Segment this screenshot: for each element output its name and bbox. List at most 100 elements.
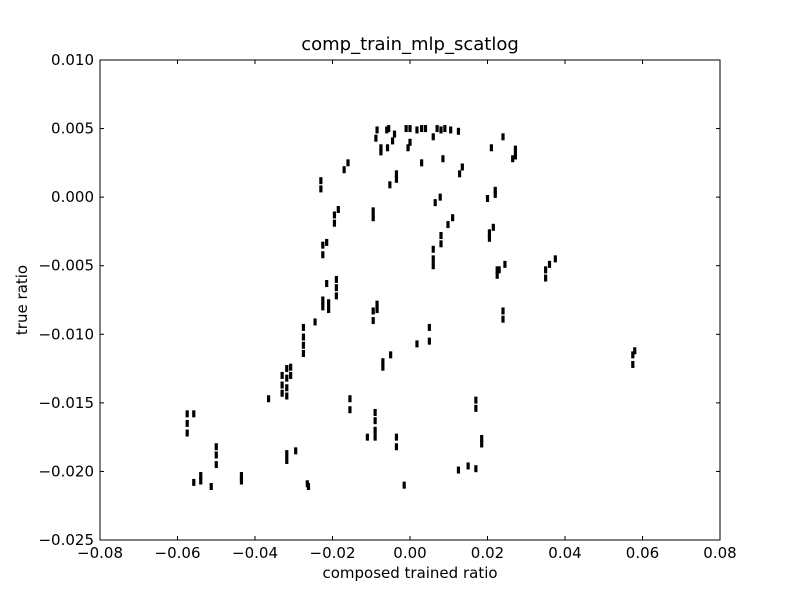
scatter-point	[375, 300, 379, 308]
scatter-point	[199, 477, 203, 485]
scatter-point	[456, 127, 461, 135]
scatter-point	[547, 260, 552, 268]
scatter-point	[460, 163, 464, 171]
scatter-point	[439, 126, 443, 134]
scatter-point	[408, 125, 412, 133]
scatter-point	[389, 351, 393, 359]
scatter-point	[631, 351, 635, 359]
y-axis-label: true ratio	[13, 264, 31, 336]
scatter-point	[489, 144, 493, 152]
scatter-point	[480, 440, 484, 448]
scatter-point	[321, 251, 325, 259]
scatter-point	[185, 410, 189, 418]
scatter-point	[239, 472, 244, 480]
scatter-point	[289, 371, 293, 379]
scatter-point	[491, 223, 495, 231]
scatter-point	[458, 170, 462, 178]
scatter-point	[439, 240, 443, 248]
scatter-point	[375, 306, 379, 314]
scatter-point	[431, 262, 435, 270]
scatter-point	[301, 341, 306, 349]
scatter-point	[375, 126, 379, 134]
scatter-point	[394, 175, 399, 183]
scatter-point	[633, 347, 637, 355]
scatter-point	[332, 219, 337, 227]
scatter-point	[346, 159, 350, 167]
scatter-point	[404, 125, 408, 133]
scatter-point	[280, 389, 284, 397]
scatter-point	[321, 303, 325, 311]
scatter-point	[394, 170, 399, 178]
scatter-point	[385, 126, 389, 134]
scatter-point	[371, 307, 375, 315]
scatter-point	[495, 266, 499, 274]
scatter-point	[497, 266, 501, 274]
scatter-point	[214, 443, 218, 451]
scatter-point	[379, 148, 383, 156]
scatter-point	[474, 396, 478, 404]
scatter-point	[294, 447, 298, 455]
scatter-point	[487, 229, 492, 237]
scatter-point	[503, 260, 507, 268]
scatter-point	[325, 238, 329, 246]
scatter-point	[381, 363, 385, 371]
scatter-point	[381, 358, 385, 366]
scatter-point	[301, 349, 306, 357]
scatter-point	[544, 266, 548, 274]
scatter-point	[415, 340, 419, 348]
scatter-point	[285, 384, 289, 392]
y-tick-label: −0.015	[38, 394, 94, 412]
scatter-point	[348, 406, 352, 414]
scatter-point	[480, 435, 484, 443]
scatter-point	[553, 255, 557, 263]
scatter-point	[374, 134, 378, 142]
scatter-point	[321, 241, 325, 249]
x-tick-label: −0.08	[77, 544, 123, 562]
scatter-point	[394, 443, 399, 451]
scatter-point	[513, 145, 517, 153]
scatter-point	[285, 456, 289, 464]
scatter-point	[285, 374, 289, 382]
scatter-point	[495, 271, 499, 279]
scatter-point	[439, 232, 443, 240]
scatter-point	[631, 360, 635, 368]
scatter-point	[406, 144, 410, 152]
y-tick-label: −0.005	[38, 257, 94, 275]
scatter-point	[373, 433, 377, 441]
scatter-point	[394, 433, 399, 441]
scatter-point	[289, 363, 293, 371]
x-tick-label: 0.02	[471, 544, 504, 562]
chart-title: comp_train_mlp_scatlog	[301, 34, 519, 55]
scatter-point	[185, 419, 189, 427]
scatter-point	[379, 144, 383, 152]
scatter-point	[474, 404, 478, 412]
scatter-point	[449, 126, 453, 134]
plot-frame	[99, 59, 721, 541]
points-layer	[185, 125, 637, 491]
scatter-point	[433, 199, 437, 207]
scatter-point	[185, 429, 189, 437]
scatter-point	[313, 318, 317, 326]
scatter-point	[408, 138, 412, 146]
scatter-point	[319, 185, 323, 193]
scatter-point	[431, 245, 435, 253]
scatter-point	[501, 315, 505, 323]
scatter-point	[501, 133, 505, 141]
x-tick-label: 0.08	[703, 544, 736, 562]
scatter-point	[387, 125, 391, 133]
scatter-point	[365, 433, 369, 441]
scatter-point	[325, 280, 329, 288]
scatter-point	[501, 307, 505, 315]
y-tick-label: −0.025	[38, 531, 94, 549]
scatter-point	[487, 234, 492, 242]
scatter-point	[319, 177, 323, 185]
scatter-point	[332, 211, 337, 219]
scatter-point	[420, 125, 424, 133]
scatter-point	[214, 461, 218, 469]
scatter-point	[485, 195, 490, 203]
scatter-point	[420, 159, 424, 167]
scatter-point	[427, 337, 431, 345]
y-tick-label: 0.010	[51, 51, 94, 69]
scatter-point	[214, 451, 218, 459]
scatter-point	[390, 137, 395, 145]
